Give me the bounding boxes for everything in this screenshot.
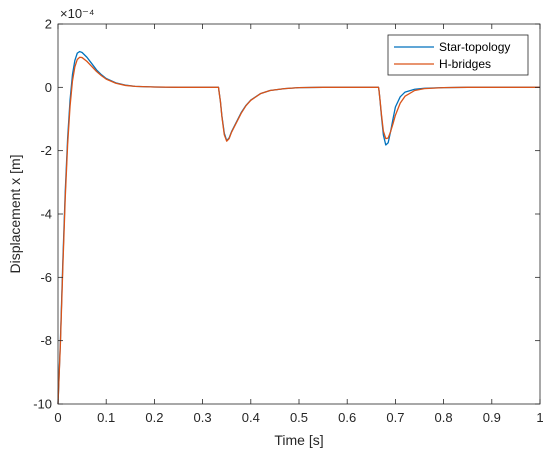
y-exponent-label: ×10⁻⁴: [60, 6, 95, 21]
x-tick-label: 0.9: [483, 410, 501, 425]
y-tick-label: -6: [40, 270, 52, 285]
legend-box: [387, 34, 529, 76]
x-tick-label: 1: [536, 410, 543, 425]
plot-area: [58, 24, 540, 404]
x-tick-label: 0.5: [290, 410, 308, 425]
x-tick-label: 0: [54, 410, 61, 425]
x-tick-label: 0.6: [338, 410, 356, 425]
x-tick-label: 0.7: [386, 410, 404, 425]
x-tick-label: 0.2: [145, 410, 163, 425]
y-tick-label: -2: [40, 143, 52, 158]
x-axis-label: Time [s]: [274, 432, 323, 448]
y-tick-label: -10: [33, 397, 52, 412]
plot-area-background: [58, 24, 540, 404]
series-layer: [57, 50, 540, 405]
legend-label-star-topology: Star-topology: [439, 40, 510, 54]
y-tick-label: 0: [45, 80, 52, 95]
legend: Star-topology H-bridges: [387, 34, 529, 76]
ticks-layer: 0 0.1 0.2 0.3 0.4 0.5 0.6 0.7 0.8 0.9 1 2 0 -2 -4 -6 -8 -…: [33, 17, 543, 426]
x-tick-label: 0.1: [97, 410, 115, 425]
y-tick-label: -8: [40, 333, 52, 348]
x-tick-label: 0.8: [435, 410, 453, 425]
legend-label-h-bridges: H-bridges: [439, 57, 491, 71]
y-tick-label: 2: [45, 17, 52, 32]
y-axis-label: Displacement x [m]: [7, 154, 23, 273]
x-tick-label: 0.4: [242, 410, 260, 425]
x-tick-label: 0.3: [194, 410, 212, 425]
series-line-h-bridges: [57, 56, 540, 405]
y-tick-label: -4: [40, 207, 52, 222]
